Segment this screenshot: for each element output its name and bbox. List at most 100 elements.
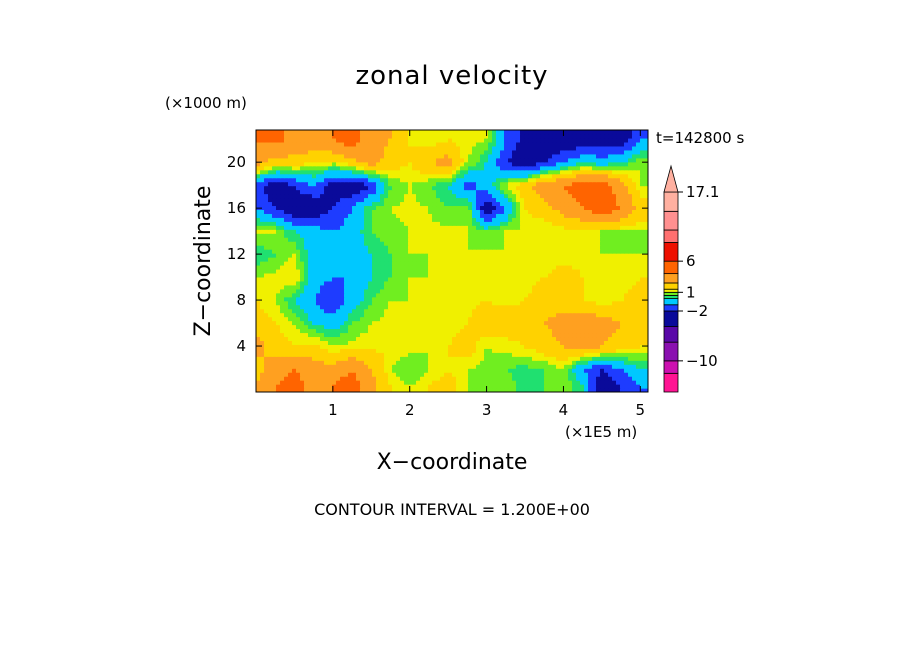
contour-cell [396, 328, 401, 333]
contour-cell [348, 356, 353, 361]
contour-cell [452, 360, 457, 365]
contour-cell [304, 237, 309, 242]
contour-cell [356, 190, 361, 195]
contour-cell [296, 372, 301, 377]
contour-cell [404, 293, 409, 298]
contour-cell [604, 317, 609, 322]
contour-cell [388, 197, 393, 202]
contour-cell [272, 348, 277, 353]
contour-cell [420, 281, 425, 286]
contour-cell [560, 285, 565, 290]
contour-cell [384, 293, 389, 298]
contour-cell [488, 197, 493, 202]
contour-cell [440, 265, 445, 270]
contour-cell [368, 249, 373, 254]
contour-cell [528, 364, 533, 369]
contour-cell [592, 249, 597, 254]
contour-cell [416, 277, 421, 282]
contour-cell [280, 209, 285, 214]
contour-cell [304, 297, 309, 302]
contour-cell [448, 205, 453, 210]
contour-cell [348, 229, 353, 234]
contour-cell [640, 313, 645, 318]
contour-cell [608, 241, 613, 246]
contour-cell [376, 269, 381, 274]
contour-cell [336, 340, 341, 345]
contour-cell [560, 217, 565, 222]
contour-cell [320, 328, 325, 333]
contour-cell [336, 213, 341, 218]
contour-cell [452, 213, 457, 218]
contour-cell [376, 257, 381, 262]
contour-cell [292, 205, 297, 210]
contour-cell [488, 344, 493, 349]
contour-cell [412, 352, 417, 357]
contour-cell [620, 356, 625, 361]
contour-cell [396, 249, 401, 254]
contour-cell [344, 253, 349, 258]
contour-cell [480, 229, 485, 234]
contour-cell [640, 281, 645, 286]
contour-cell [400, 380, 405, 385]
contour-cell [272, 205, 277, 210]
contour-cell [592, 217, 597, 222]
contour-cell [440, 325, 445, 330]
contour-cell [404, 277, 409, 282]
contour-cell [464, 364, 469, 369]
contour-cell [476, 344, 481, 349]
contour-cell [480, 336, 485, 341]
contour-cell [580, 205, 585, 210]
contour-cell [388, 368, 393, 373]
contour-cell [508, 344, 513, 349]
contour-cell [344, 348, 349, 353]
contour-cell [356, 340, 361, 345]
contour-cell [604, 257, 609, 262]
contour-cell [468, 348, 473, 353]
contour-cell [324, 217, 329, 222]
contour-cell [464, 225, 469, 230]
contour-cell [596, 380, 601, 385]
contour-cell [616, 281, 621, 286]
contour-cell [312, 217, 317, 222]
contour-cell [340, 241, 345, 246]
contour-cell [296, 197, 301, 202]
contour-cell [404, 336, 409, 341]
contour-cell [292, 293, 297, 298]
contour-cell [604, 372, 609, 377]
contour-cell [368, 265, 373, 270]
contour-cell [348, 344, 353, 349]
contour-cell [580, 245, 585, 250]
contour-cell [484, 257, 489, 262]
contour-cell [628, 205, 633, 210]
contour-cell [444, 205, 449, 210]
contour-cell [492, 194, 497, 199]
contour-cell [420, 253, 425, 258]
contour-cell [520, 277, 525, 282]
contour-cell [604, 325, 609, 330]
contour-cell [596, 257, 601, 262]
contour-cell [352, 265, 357, 270]
contour-cell [284, 253, 289, 258]
contour-cell [316, 261, 321, 266]
contour-cell [348, 380, 353, 385]
contour-cell [364, 261, 369, 266]
contour-cell [628, 289, 633, 294]
contour-cell [464, 313, 469, 318]
contour-cell [444, 321, 449, 326]
contour-cell [264, 205, 269, 210]
contour-cell [428, 245, 433, 250]
contour-cell [428, 281, 433, 286]
contour-cell [492, 293, 497, 298]
contour-cell [328, 301, 333, 306]
contour-cell [392, 384, 397, 389]
contour-cell [612, 273, 617, 278]
contour-cell [332, 313, 337, 318]
contour-cell [580, 273, 585, 278]
contour-cell [536, 372, 541, 377]
contour-cell [424, 352, 429, 357]
contour-cell [632, 269, 637, 274]
contour-cell [420, 352, 425, 357]
contour-cell [432, 384, 437, 389]
contour-cell [620, 277, 625, 282]
contour-cell [312, 273, 317, 278]
